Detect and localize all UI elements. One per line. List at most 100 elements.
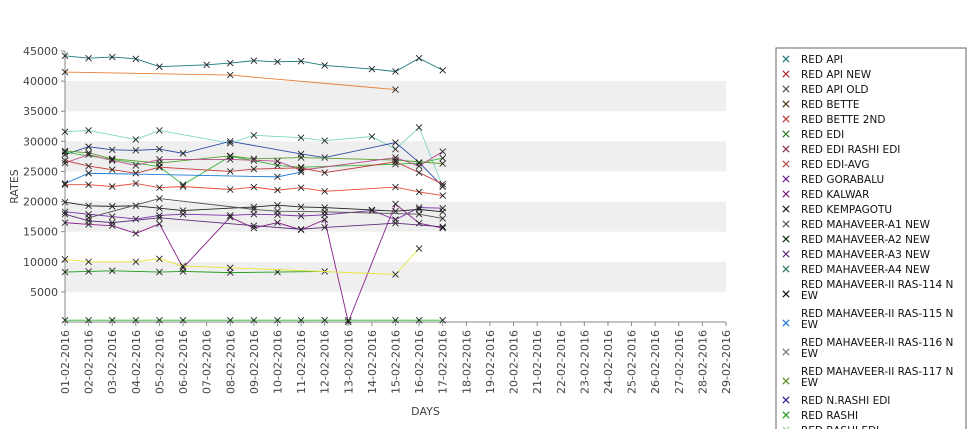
x-tick-label: 26-02-2016 (649, 330, 662, 394)
series-line (64, 270, 325, 274)
data-point-marker (108, 183, 116, 190)
x-axis-title: DAYS (411, 405, 440, 418)
series-line (65, 183, 443, 196)
legend-entry: RED KALWAR (782, 189, 869, 201)
data-point-marker (274, 58, 281, 66)
x-tick-label: 28-02-2016 (696, 330, 709, 394)
data-point-marker (439, 66, 447, 74)
data-point-marker (392, 219, 399, 227)
data-point-marker (61, 148, 69, 156)
legend-entry: RED MAHAVEER-A3 NEW (782, 249, 931, 261)
y-tick-label: 30000 (23, 135, 58, 148)
data-point-marker (297, 184, 305, 192)
data-point-marker (250, 131, 258, 139)
y-tick-label: 25000 (23, 165, 58, 178)
legend-marker-icon (782, 145, 790, 153)
data-point-marker (132, 169, 140, 177)
legend-entry: RED API OLD (782, 84, 869, 96)
legend-marker-icon (782, 250, 790, 258)
y-tick-labels: 5000 10000 15000 20000 25000 30000 35000 40000 4… (23, 45, 58, 299)
legend-marker-icon (782, 235, 790, 243)
legend-label: RED KALWAR (801, 189, 869, 201)
legend-entry: RED EDI-AVG (782, 159, 870, 171)
legend-label: RED EDI RASHI EDI (801, 144, 900, 156)
legend-label: RED MAHAVEER-II RAS-116 N (801, 337, 953, 349)
data-point-marker (439, 224, 447, 232)
data-point-marker (156, 163, 163, 171)
legend-label: RED MAHAVEER-II RAS-114 N (801, 279, 953, 291)
legend-label: RED BETTE 2ND (801, 114, 885, 126)
legend-marker-icon (782, 377, 790, 385)
series-layer (61, 52, 447, 326)
data-point-marker (85, 258, 92, 266)
data-point-marker (250, 206, 258, 213)
data-point-marker (226, 59, 234, 67)
data-point-marker (179, 183, 187, 190)
x-tick-label: 24-02-2016 (602, 330, 615, 394)
data-point-marker (392, 271, 399, 278)
data-point-marker (179, 150, 187, 157)
data-point-marker (226, 316, 234, 324)
data-point-marker (132, 316, 140, 324)
series-red-green-line- (61, 316, 447, 324)
data-point-marker (179, 268, 187, 275)
legend-marker-icon (782, 130, 790, 138)
data-point-marker (132, 147, 140, 154)
data-point-marker (179, 207, 187, 214)
x-tick-label: 12-02-2016 (319, 330, 332, 394)
data-point-marker (250, 222, 258, 229)
data-point-marker (85, 268, 92, 275)
legend-marker-icon (782, 220, 790, 228)
data-point-marker (439, 208, 447, 216)
series-red-mahaveer (61, 245, 423, 278)
data-point-marker (274, 186, 281, 194)
data-point-marker (392, 200, 399, 208)
data-point-marker (156, 212, 163, 219)
legend-label: RED EDI-AVG (801, 159, 870, 171)
legend-label: RED RASHI (801, 410, 858, 422)
legend-label: RED MAHAVEER-II RAS-115 N (801, 308, 953, 320)
y-tick-label: 20000 (23, 196, 58, 209)
series-line (64, 201, 443, 213)
data-point-marker (321, 137, 328, 145)
data-point-marker (297, 168, 305, 176)
data-point-marker (439, 154, 447, 162)
data-point-marker (321, 216, 328, 223)
data-point-marker (85, 169, 92, 177)
data-point-marker (321, 211, 328, 219)
legend-entry: RED MAHAVEER-II RAS-114 NEW (782, 279, 953, 302)
series-red-mahaveer-a1-new (85, 195, 447, 222)
x-tick-label: 22-02-2016 (555, 330, 568, 394)
series-red-mahaveer-ii-ras-115-new (61, 168, 305, 187)
data-point-marker (250, 210, 258, 218)
data-point-marker (156, 184, 163, 192)
legend-entry: RED API NEW (782, 69, 872, 81)
data-point-marker (392, 183, 399, 191)
data-point-marker (156, 156, 163, 163)
data-point-marker (85, 54, 92, 62)
data-point-marker (226, 269, 234, 276)
series-line (64, 171, 302, 184)
legend-entry: RED RASHI (782, 410, 858, 422)
data-point-marker (297, 154, 305, 161)
data-point-marker (85, 316, 92, 324)
x-tick-label: 03-02-2016 (106, 330, 119, 394)
data-point-marker (344, 316, 352, 324)
data-point-marker (250, 183, 258, 191)
series-red-edi-avg (61, 157, 447, 188)
data-point-marker (156, 316, 163, 324)
data-point-marker (226, 186, 234, 193)
data-point-marker (61, 210, 69, 218)
data-point-marker (108, 157, 116, 164)
data-point-marker (156, 220, 163, 228)
legend-entry: RED N.RASHI EDI (782, 395, 890, 407)
data-point-marker (179, 262, 187, 270)
data-point-marker (61, 180, 69, 187)
x-tick-label: 05-02-2016 (153, 330, 166, 394)
x-tick-label: 25-02-2016 (626, 330, 639, 394)
grid-band (65, 81, 726, 112)
legend-marker-icon (782, 319, 790, 327)
legend-entry: RED EDI RASHI EDI (782, 144, 900, 156)
data-point-marker (321, 208, 328, 216)
